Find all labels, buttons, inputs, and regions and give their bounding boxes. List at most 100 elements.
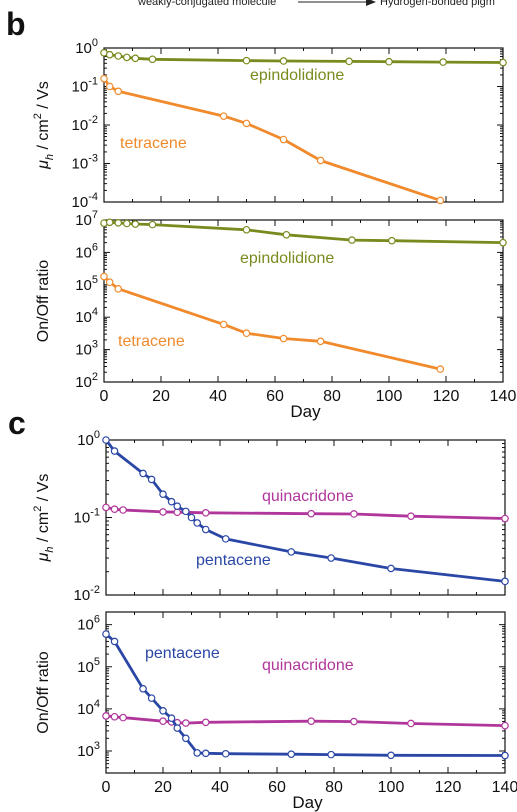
- x-tick-label: 100: [378, 779, 405, 796]
- data-point-epindolidione: [439, 58, 447, 66]
- series-epindolidione: [100, 218, 507, 247]
- data-point-tetracene: [100, 74, 108, 83]
- x-tick-label: 60: [266, 388, 284, 405]
- data-point-quinacridone: [119, 713, 127, 722]
- data-point-quinacridone: [501, 514, 509, 523]
- data-point-epindolidione: [105, 50, 114, 59]
- y-tick-label: 104: [75, 306, 98, 326]
- y-tick-label: 100: [75, 37, 98, 57]
- data-point-pentacene: [182, 507, 190, 516]
- data-point-epindolidione: [148, 220, 157, 229]
- data-point-tetracene: [279, 334, 288, 343]
- y-tick-label: 10-1: [74, 507, 100, 527]
- y-tick-label: 105: [77, 656, 100, 676]
- data-point-pentacene: [201, 525, 210, 534]
- series-label-tetracene: tetracene: [118, 333, 185, 350]
- data-point-tetracene: [114, 87, 123, 96]
- y-axis-label: μh / cm2 / Vs: [32, 81, 56, 170]
- data-point-pentacene: [110, 447, 119, 455]
- series-quinacridone: [102, 712, 509, 730]
- data-point-pentacene: [193, 519, 202, 527]
- x-tick-label: 140: [490, 388, 517, 405]
- y-tick-label: 10-2: [74, 584, 100, 604]
- data-point-epindolidione: [348, 236, 356, 244]
- data-point-pentacene: [110, 637, 119, 646]
- data-point-pentacene: [159, 707, 167, 715]
- data-point-pentacene: [221, 535, 230, 543]
- data-point-quinacridone: [159, 508, 167, 516]
- y-tick-label: 100: [77, 429, 100, 449]
- data-point-tetracene: [242, 119, 251, 128]
- series-line-pentacene: [104, 439, 506, 583]
- x-tick-label: 20: [154, 779, 172, 796]
- data-point-quinacridone: [159, 717, 167, 725]
- x-tick-label: 20: [152, 388, 170, 405]
- data-point-tetracene: [114, 285, 123, 293]
- x-tick-label: 0: [102, 779, 111, 796]
- x-tick-label: 140: [492, 779, 517, 796]
- data-point-pentacene: [287, 750, 296, 758]
- y-tick-label: 105: [75, 274, 98, 294]
- data-point-quinacridone: [501, 721, 509, 730]
- chart-3: 10-2 10-1 100 μh / cm2 / Vs quinacridone pent…: [32, 429, 509, 604]
- x-axis-label: Day: [290, 402, 321, 421]
- data-point-pentacene: [173, 724, 182, 732]
- data-point-tetracene: [219, 320, 228, 329]
- data-point-epindolidione: [131, 54, 140, 63]
- data-point-tetracene: [105, 82, 114, 91]
- data-point-quinacridone: [102, 503, 110, 512]
- y-axis-label: μh / cm2 / Vs: [32, 474, 56, 563]
- data-point-epindolidione: [282, 230, 291, 239]
- y-tick-label: 107: [75, 209, 98, 229]
- data-point-tetracene: [242, 329, 251, 338]
- data-point-quinacridone: [182, 719, 190, 727]
- x-tick-label: 120: [435, 779, 462, 796]
- x-tick-label: 0: [100, 388, 109, 405]
- data-point-tetracene: [100, 272, 108, 281]
- y-tick-label: 10-2: [72, 114, 98, 134]
- data-point-pentacene: [139, 469, 147, 478]
- chart-4: 103 104 105 106 0 20 40 60 80 100 120 140 Day On/Off …: [35, 611, 517, 812]
- data-point-epindolidione: [499, 58, 507, 67]
- data-point-pentacene: [147, 475, 156, 484]
- data-point-pentacene: [173, 502, 182, 510]
- y-tick-label: 103: [77, 740, 100, 760]
- y-tick-label: 10-3: [72, 153, 98, 173]
- data-point-epindolidione: [279, 57, 288, 65]
- data-point-pentacene: [201, 749, 210, 758]
- data-point-pentacene: [387, 564, 395, 573]
- data-point-tetracene: [105, 278, 114, 287]
- data-point-quinacridone: [173, 508, 182, 517]
- series-label-epindolidione: epindolidione: [240, 250, 334, 267]
- data-point-pentacene: [159, 490, 167, 498]
- data-point-quinacridone: [110, 712, 119, 721]
- header-right-text: Hydrogen-bonded pigm: [380, 0, 495, 8]
- data-point-pentacene: [102, 436, 110, 444]
- data-point-quinacridone: [110, 505, 119, 513]
- data-point-quinacridone: [102, 712, 110, 720]
- data-point-epindolidione: [148, 55, 157, 64]
- data-point-pentacene: [139, 684, 147, 693]
- data-point-epindolidione: [105, 218, 114, 227]
- series-label-quinacridone: quinacridone: [262, 657, 354, 674]
- data-point-epindolidione: [123, 53, 131, 62]
- data-point-pentacene: [221, 749, 230, 758]
- data-point-pentacene: [187, 513, 196, 522]
- series-line-tetracene: [103, 275, 441, 371]
- y-tick-label: 102: [75, 371, 98, 391]
- data-point-quinacridone: [350, 510, 358, 518]
- x-axis-label: Day: [292, 793, 323, 812]
- y-tick-label: 10-4: [72, 191, 98, 211]
- data-point-epindolidione: [385, 57, 393, 66]
- x-tick-label: 40: [209, 388, 227, 405]
- data-point-epindolidione: [114, 52, 123, 60]
- y-tick-label: 10-1: [72, 76, 98, 96]
- y-axis-label: On/Off ratio: [35, 260, 52, 343]
- data-point-pentacene: [501, 577, 509, 586]
- data-point-epindolidione: [131, 220, 140, 228]
- series-label-quinacridone: quinacridone: [262, 488, 354, 505]
- data-point-quinacridone: [201, 508, 210, 517]
- data-point-pentacene: [147, 694, 156, 702]
- data-point-pentacene: [102, 630, 110, 638]
